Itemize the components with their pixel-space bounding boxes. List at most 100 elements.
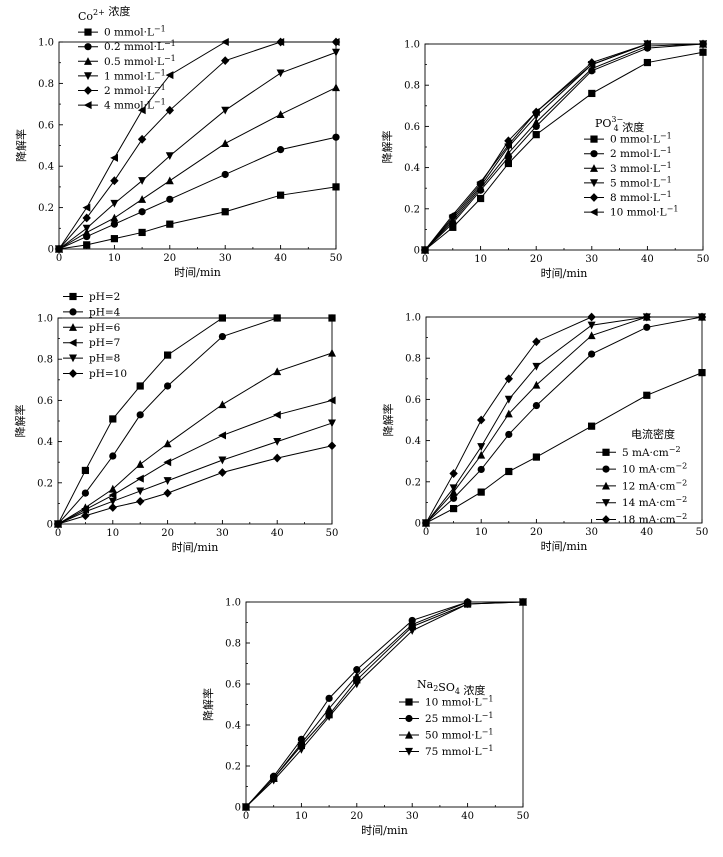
legend-marker <box>589 193 599 202</box>
legend-label: 75 mmol·L−1 <box>425 744 493 758</box>
data-point <box>420 246 429 254</box>
data-point <box>136 382 144 390</box>
y-tick-label: 1.0 <box>37 314 53 325</box>
data-point <box>477 415 486 425</box>
data-point <box>327 441 337 451</box>
data-point <box>165 105 174 115</box>
data-point <box>269 776 278 785</box>
y-tick-label: 0.4 <box>404 163 420 174</box>
legend-title: Co2+ 浓度 <box>78 4 130 23</box>
x-axis-label: 时间/min <box>541 540 588 553</box>
legend-marker <box>83 86 93 95</box>
series-line <box>58 41 336 250</box>
x-tick-label: 40 <box>274 253 287 264</box>
legend-label: 10 mmol·L−1 <box>610 205 678 219</box>
y-tick-label: 1.0 <box>405 313 421 324</box>
legend-label: pH=6 <box>89 322 121 334</box>
series-12-ma-cm-2 <box>422 312 706 527</box>
data-point <box>109 415 117 423</box>
data-point <box>328 419 336 428</box>
data-point <box>108 491 117 500</box>
data-point <box>218 431 226 440</box>
series-line <box>58 186 337 250</box>
y-tick-label: 0.8 <box>405 354 421 365</box>
series-line <box>57 317 332 525</box>
data-point <box>136 496 145 506</box>
data-point <box>505 467 513 476</box>
legend-marker <box>602 448 610 456</box>
y-axis-label: 降解率 <box>380 131 394 164</box>
series-18-ma-cm-2 <box>421 312 707 528</box>
data-point <box>110 153 118 162</box>
y-tick-label: 0 <box>414 246 420 257</box>
data-point <box>82 203 91 212</box>
data-point <box>166 220 174 228</box>
legend-label: 18 mA·cm−2 <box>622 512 687 526</box>
data-point <box>137 106 146 115</box>
x-axis-label: 时间/min <box>361 824 408 837</box>
data-point <box>587 60 596 69</box>
legend: Co2+ 浓度 0 mmol·L−10.2 mmol·L−10.5 mmol·L−… <box>78 4 176 112</box>
series-line <box>425 372 703 524</box>
x-tick-label: 20 <box>530 254 543 265</box>
legend-marker <box>601 515 611 524</box>
data-point <box>643 323 651 331</box>
data-point <box>504 395 513 404</box>
x-tick-label: 0 <box>422 254 428 265</box>
legend-marker <box>590 164 598 172</box>
data-point <box>81 466 89 475</box>
legend-marker <box>68 338 77 347</box>
series-line <box>58 87 337 250</box>
data-point <box>166 195 174 203</box>
data-point <box>82 224 91 233</box>
data-point <box>643 40 651 48</box>
legend-label: 10 mmol·L−1 <box>425 695 493 709</box>
series-line <box>425 316 702 524</box>
chart-panel-2: 0 10 20 30 40 50 0 0.2 0.4 0.6 0.8 1.0 时间/min 降解率 PO3−… <box>380 40 709 281</box>
chart-panel-3: 0 10 20 30 40 50 0 0.2 0.4 0.6 0.8 1.0 时间/min 降解率 pH=2… <box>13 291 338 554</box>
data-point <box>325 704 334 713</box>
series-10-mmol-l-1 <box>242 598 527 811</box>
y-tick-label: 0 <box>48 245 54 256</box>
legend-title: PO3− 4 浓度 <box>595 115 644 134</box>
data-point <box>643 58 651 67</box>
data-point <box>108 484 117 493</box>
data-point <box>477 465 485 474</box>
x-tick-label: 40 <box>271 528 284 539</box>
legend-label: 25 mmol·L−1 <box>425 711 493 725</box>
data-point <box>532 337 541 347</box>
data-point <box>477 194 485 203</box>
y-axis-label: 降解率 <box>14 129 28 162</box>
legend-label: 10 mA·cm−2 <box>622 462 687 476</box>
data-point <box>588 89 596 98</box>
data-point <box>449 469 458 478</box>
series-14-ma-cm-2 <box>422 313 706 528</box>
legend-marker <box>589 208 598 217</box>
x-tick-label: 50 <box>697 254 710 265</box>
data-point <box>476 178 485 187</box>
legend-marker <box>69 292 77 301</box>
data-point <box>297 739 306 748</box>
data-point <box>297 746 306 754</box>
data-point <box>699 48 707 56</box>
x-tick-label: 20 <box>163 253 176 264</box>
y-axis-label: 降解率 <box>13 405 27 438</box>
y-tick-label: 0.6 <box>405 395 421 406</box>
x-tick-label: 30 <box>585 527 598 538</box>
legend-title: 电流密度 <box>631 427 675 441</box>
data-point <box>532 362 541 371</box>
data-point <box>136 487 145 496</box>
data-point <box>221 170 229 179</box>
legend-label: 5 mmol·L−1 <box>610 175 672 189</box>
legend: 电流密度 5 mA·cm−2 10 mA·cm−2 12 mA·cm−2 14 mA·c… <box>596 427 687 526</box>
x-tick-label: 40 <box>641 254 654 265</box>
x-tick-label: 10 <box>474 254 487 265</box>
data-point <box>328 348 336 357</box>
data-point <box>587 312 596 322</box>
legend-marker <box>69 308 77 316</box>
data-point <box>504 374 513 384</box>
legend-label: 14 mA·cm−2 <box>622 495 687 509</box>
legend-marker <box>405 714 413 723</box>
y-tick-label: 0.4 <box>37 437 53 448</box>
data-point <box>164 351 172 359</box>
